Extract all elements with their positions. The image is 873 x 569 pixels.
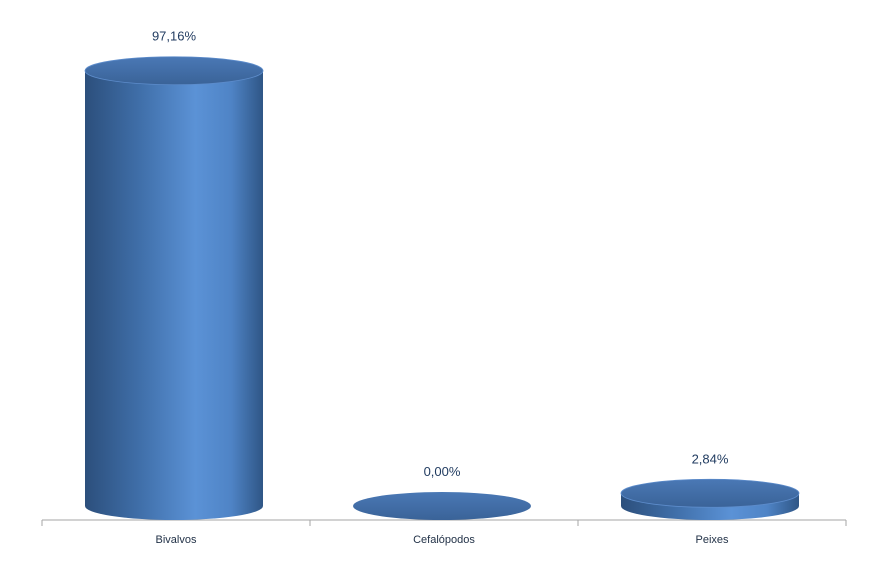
bar-peixes	[620, 478, 800, 520]
data-label: 2,84%	[692, 451, 729, 466]
bar-top	[353, 492, 531, 520]
data-label: 0,00%	[424, 464, 461, 479]
x-axis	[41, 519, 847, 526]
x-tick-labels-group: Bivalvos Cefalópodos Peixes	[156, 534, 729, 546]
bar-body	[85, 70, 263, 520]
x-tick-label: Cefalópodos	[413, 534, 475, 546]
x-tick-label: Peixes	[695, 534, 729, 546]
data-label: 97,16%	[152, 29, 197, 44]
bar-cefalopodos	[353, 492, 531, 520]
data-labels-group: 97,16% 0,00% 2,84%	[152, 29, 729, 479]
bar-bivalvos	[84, 56, 264, 520]
bar-top	[84, 56, 264, 86]
bars-group	[84, 56, 800, 520]
x-tick-label: Bivalvos	[156, 534, 197, 546]
bar-top	[620, 478, 800, 508]
